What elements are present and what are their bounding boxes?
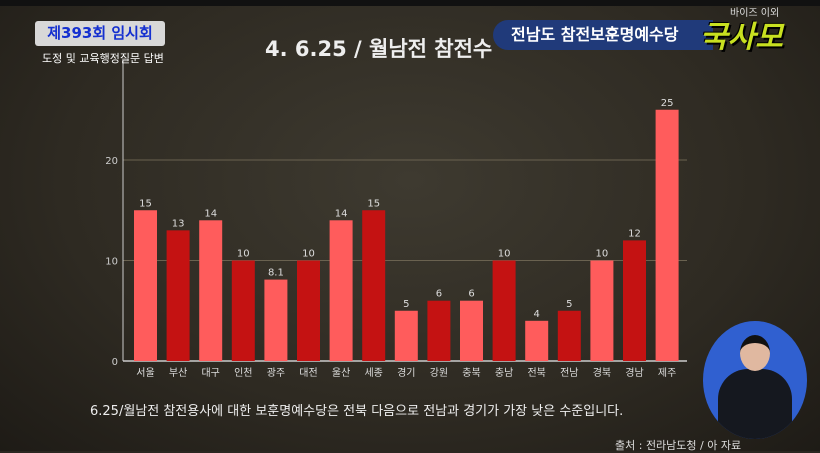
data-label: 15: [367, 198, 380, 209]
x-tick-label: 경기: [397, 366, 415, 379]
bar: [329, 220, 353, 361]
data-label: 14: [204, 208, 217, 219]
x-tick-label: 충북: [462, 367, 480, 379]
x-tick-label: 부산: [169, 367, 187, 379]
sign-language-interpreter: [703, 321, 807, 439]
data-label: 10: [498, 249, 511, 260]
x-tick-label: 제주: [658, 367, 676, 379]
data-label: 6: [468, 289, 474, 300]
bar: [362, 210, 386, 361]
x-tick-label: 강원: [430, 367, 448, 379]
bar: [492, 260, 516, 361]
bar: [297, 260, 320, 361]
bar: [557, 310, 581, 361]
data-label: 8.1: [268, 268, 284, 279]
bar: [623, 240, 646, 361]
session-subtitle: 도정 및 교육행정질문 답변: [42, 52, 164, 65]
x-tick-label: 전북: [527, 367, 545, 379]
data-label: 14: [335, 208, 348, 219]
data-label: 5: [403, 299, 409, 310]
y-tick-label: 10: [105, 257, 118, 268]
logo-caption: 바이즈 이외: [730, 8, 780, 19]
data-label: 15: [139, 198, 152, 209]
x-tick-label: 인천: [234, 367, 252, 379]
data-label: 5: [566, 299, 572, 310]
data-label: 6: [436, 289, 442, 300]
y-tick-label: 0: [112, 357, 118, 368]
data-label: 12: [628, 228, 641, 239]
x-tick-label: 경남: [625, 366, 643, 379]
x-tick-label: 충남: [495, 367, 513, 379]
bar: [460, 300, 483, 361]
channel-logo: 국사모: [700, 20, 783, 55]
y-tick-label: 20: [105, 156, 118, 167]
bar: [231, 260, 255, 361]
bar: [525, 320, 549, 361]
session-badge: 제393회 임시회: [35, 21, 165, 46]
data-label: 25: [661, 98, 674, 109]
x-tick-label: 울산: [332, 367, 350, 379]
x-tick-label: 광주: [267, 367, 285, 379]
data-label: 10: [302, 249, 315, 260]
data-label: 10: [596, 249, 609, 260]
top-bar: [0, 0, 820, 6]
x-tick-label: 서울: [136, 367, 154, 379]
chart-title: 4. 6.25 / 월남전 참전수: [265, 37, 493, 61]
x-tick-label: 대구: [201, 367, 219, 379]
topic-banner: 전남도 참전보훈명예수당: [493, 20, 713, 50]
x-tick-label: 전남: [560, 367, 578, 379]
bar: [166, 230, 190, 361]
data-label: 4: [534, 309, 540, 320]
bar: [134, 210, 157, 361]
bar: [590, 260, 614, 361]
bar: [655, 109, 679, 361]
caption: 6.25/월남전 참전용사에 대한 보훈명예수당은 전북 다음으로 전남과 경기…: [90, 404, 624, 419]
x-tick-label: 대전: [299, 367, 317, 379]
bar: [394, 310, 418, 361]
data-label: 13: [172, 218, 185, 229]
bar: [264, 279, 288, 361]
data-label: 10: [237, 249, 250, 260]
x-tick-label: 경북: [593, 366, 611, 379]
bar: [427, 300, 451, 361]
bar: [199, 220, 223, 361]
x-tick-label: 세종: [364, 367, 382, 379]
source-note: 출처 : 전라남도청 / 아 자료: [615, 439, 742, 452]
